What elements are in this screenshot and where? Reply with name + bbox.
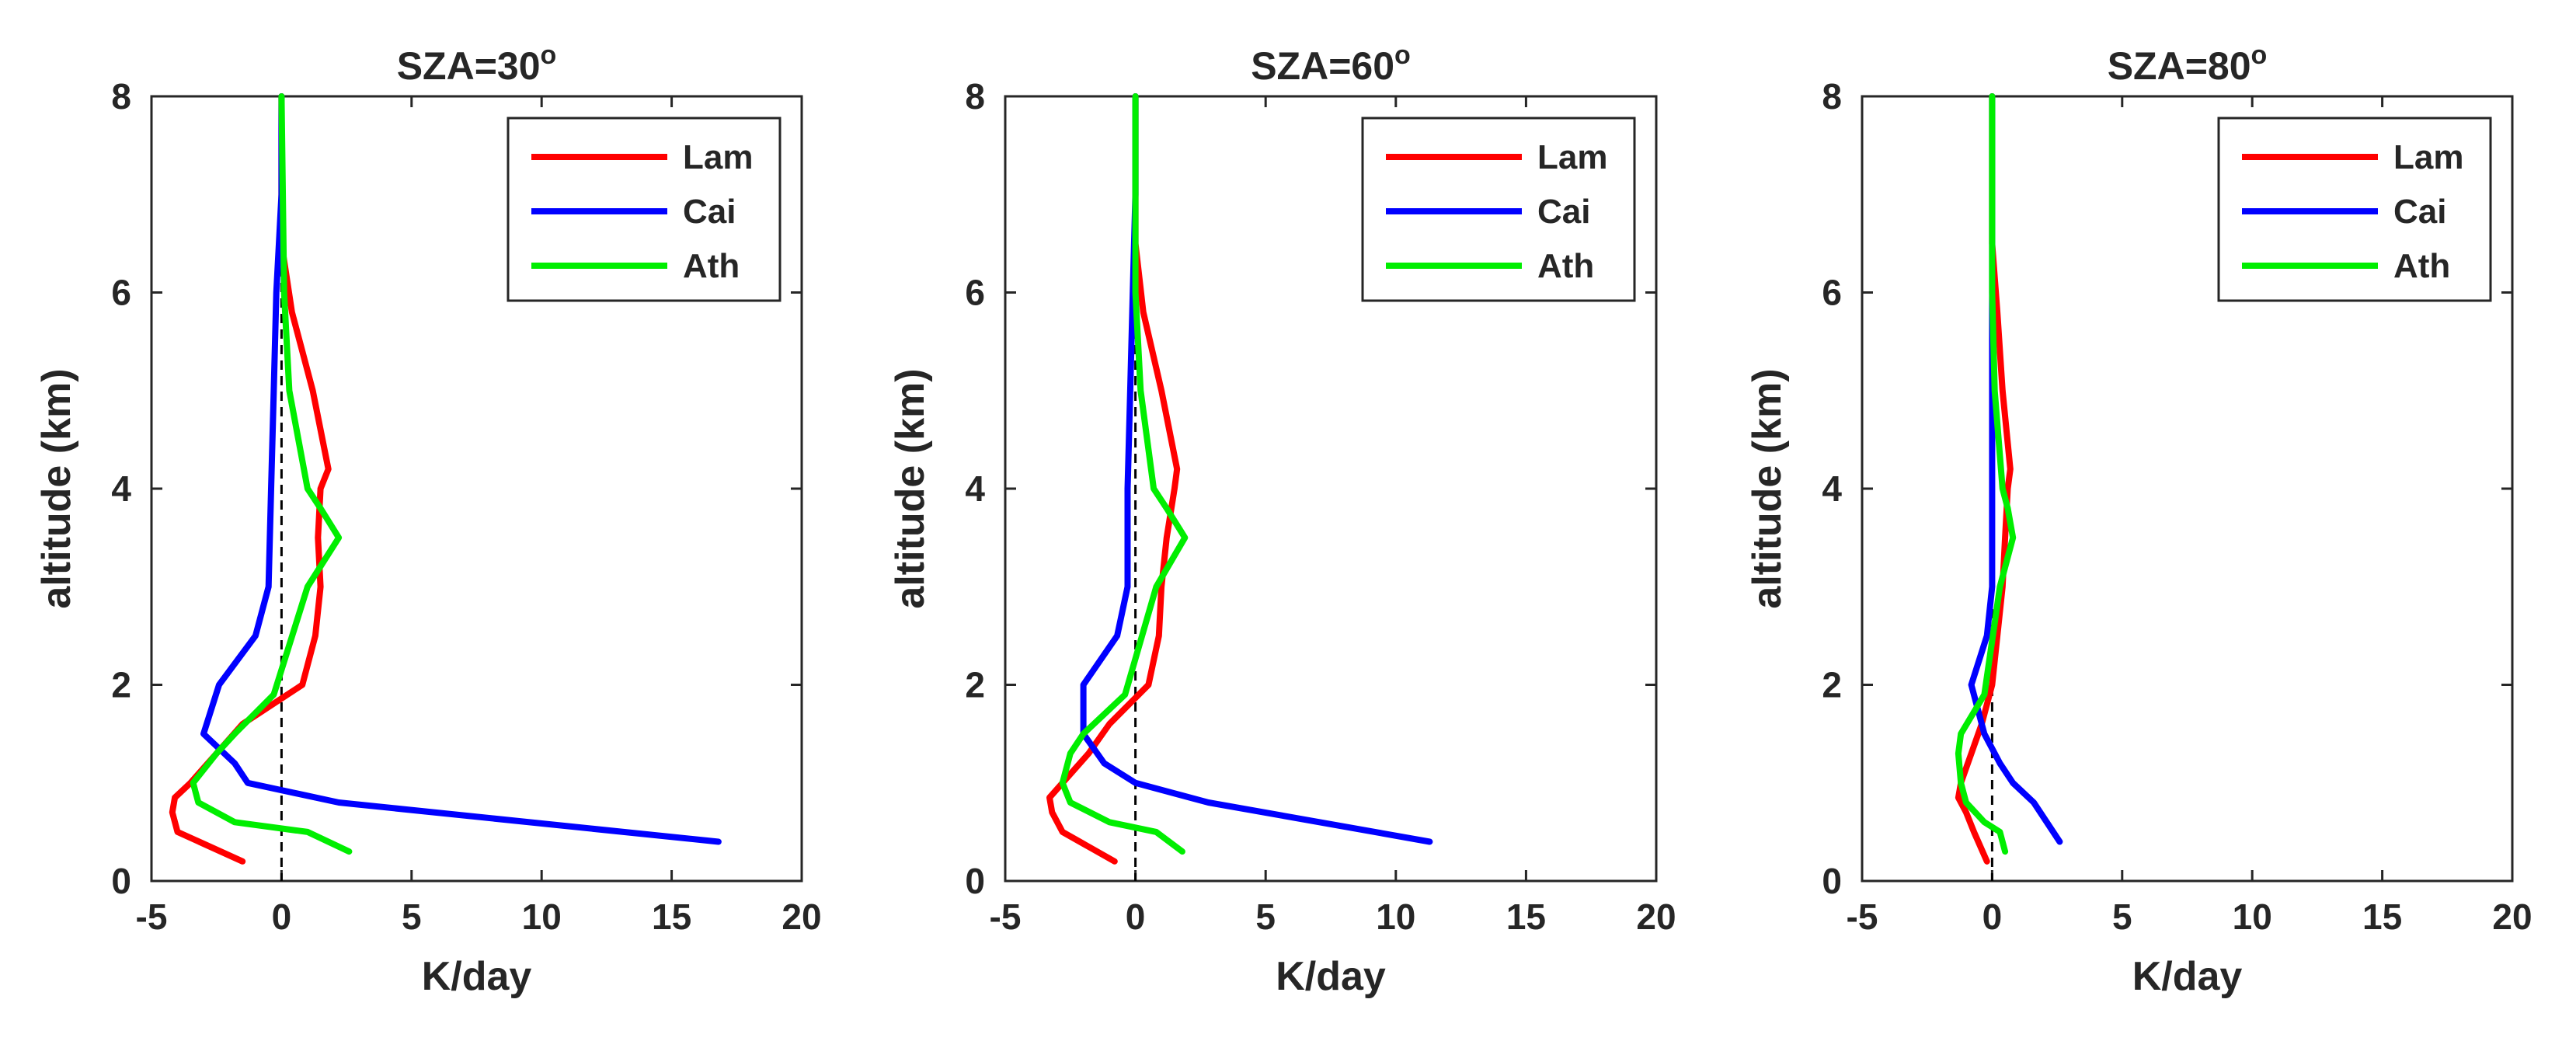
x-tick-label: 15 — [2362, 897, 2402, 937]
legend-label-ath: Ath — [2393, 247, 2450, 285]
legend-label-cai: Cai — [683, 193, 736, 231]
chart-title-superscript: o — [2251, 40, 2268, 70]
y-tick-label: 8 — [965, 76, 985, 117]
series-line-ath — [1059, 93, 1189, 855]
y-tick-label: 4 — [965, 468, 985, 509]
x-tick-label: 0 — [1982, 897, 2003, 937]
x-tick-label: 5 — [402, 897, 422, 937]
y-axis-label: altitude (km) — [34, 368, 79, 608]
y-tick-label: 2 — [965, 665, 985, 705]
y-tick-label: 8 — [1822, 76, 1842, 117]
legend-label-ath: Ath — [1537, 247, 1594, 285]
legend-label-cai: Cai — [2393, 193, 2446, 231]
x-axis-label: K/day — [1276, 954, 1386, 999]
y-tick-label: 4 — [1822, 468, 1842, 509]
y-tick-label: 4 — [111, 468, 131, 509]
y-tick-label: 2 — [1822, 665, 1842, 705]
x-axis-label: K/day — [2132, 954, 2243, 999]
x-tick-label: 20 — [2492, 897, 2532, 937]
series-line-ath — [1955, 93, 2017, 855]
chart-title: SZA=60o — [1251, 40, 1411, 88]
x-tick-label: 0 — [1126, 897, 1146, 937]
x-tick-label: 10 — [1376, 897, 1415, 937]
y-tick-label: 8 — [111, 76, 131, 117]
legend-label-ath: Ath — [683, 247, 740, 285]
y-tick-label: 6 — [1822, 273, 1842, 313]
x-tick-label: 10 — [522, 897, 562, 937]
x-tick-label: 10 — [2233, 897, 2272, 937]
x-tick-label: -5 — [990, 897, 1022, 937]
x-tick-label: -5 — [1847, 897, 1878, 937]
legend: Lam Cai Ath — [506, 117, 782, 302]
y-tick-label: 0 — [965, 861, 985, 901]
series-line-lam — [1046, 93, 1181, 865]
x-axis-label: K/day — [422, 954, 532, 999]
legend-label-lam: Lam — [683, 138, 753, 176]
chart-title-superscript: o — [541, 40, 557, 70]
legend: Lam Cai Ath — [2217, 117, 2492, 302]
y-tick-label: 0 — [1822, 861, 1842, 901]
x-tick-label: -5 — [136, 897, 168, 937]
y-tick-label: 6 — [965, 273, 985, 313]
x-tick-label: 15 — [1506, 897, 1546, 937]
x-tick-label: 15 — [652, 897, 691, 937]
series-line-lam — [169, 93, 332, 865]
series-line-ath — [190, 93, 353, 855]
series-line-lam — [1955, 93, 2014, 865]
y-tick-label: 2 — [111, 665, 131, 705]
y-tick-label: 6 — [111, 273, 131, 313]
y-axis-label: altitude (km) — [888, 368, 933, 608]
y-axis-label: altitude (km) — [1745, 368, 1790, 608]
chart-title: SZA=30o — [397, 40, 557, 88]
chart-title-text: SZA=30 — [397, 44, 541, 88]
legend-label-lam: Lam — [1537, 138, 1607, 176]
x-tick-label: 5 — [1255, 897, 1276, 937]
chart-title-text: SZA=60 — [1251, 44, 1394, 88]
series-line-cai — [200, 93, 722, 845]
legend-label-lam: Lam — [2393, 138, 2463, 176]
chart-title-superscript: o — [1394, 40, 1411, 70]
x-tick-label: 20 — [782, 897, 821, 937]
x-tick-label: 5 — [2112, 897, 2132, 937]
legend: Lam Cai Ath — [1361, 117, 1636, 302]
legend-label-cai: Cai — [1537, 193, 1590, 231]
x-tick-label: 0 — [272, 897, 292, 937]
x-tick-label: 20 — [1636, 897, 1676, 937]
chart-title: SZA=80o — [2108, 40, 2268, 88]
chart-title-text: SZA=80 — [2108, 44, 2251, 88]
y-tick-label: 0 — [111, 861, 131, 901]
